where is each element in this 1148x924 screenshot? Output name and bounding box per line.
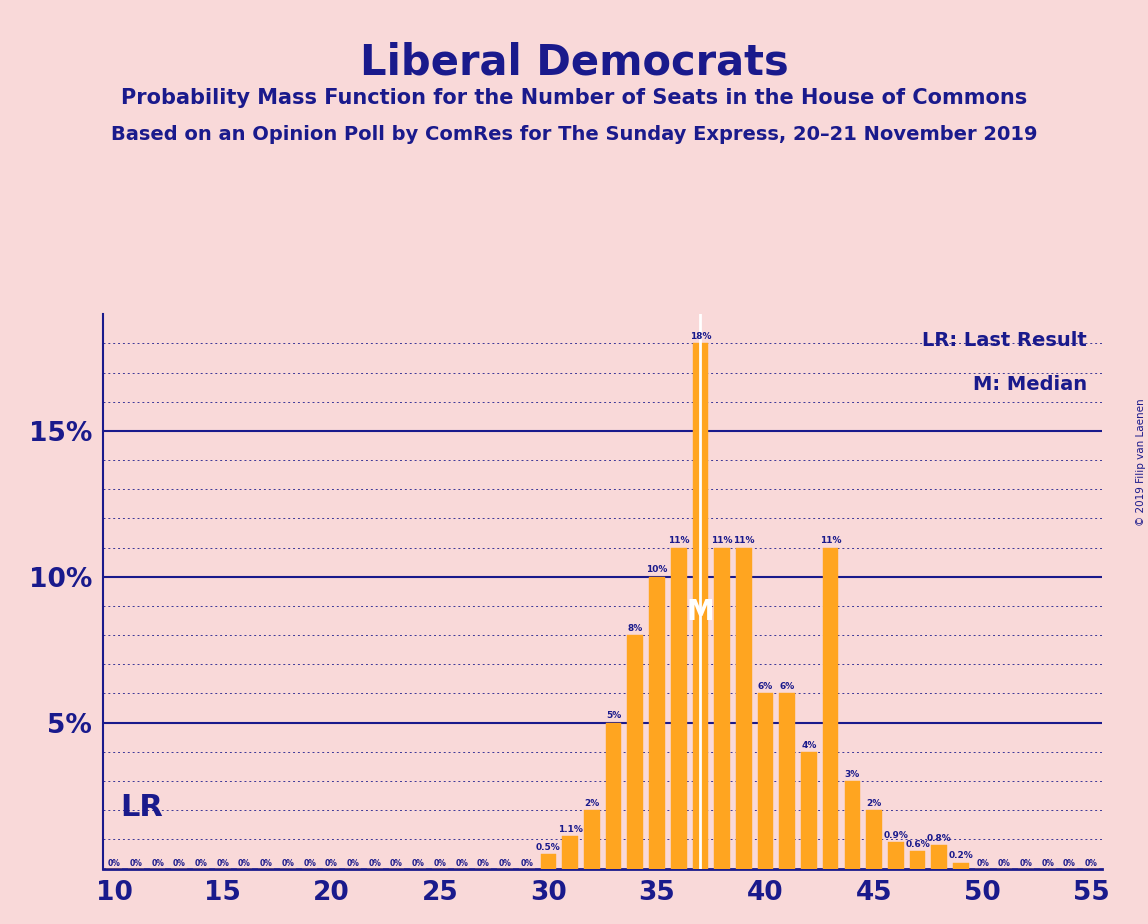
Text: 2%: 2%	[867, 799, 882, 808]
Text: 3%: 3%	[845, 770, 860, 779]
Text: 0%: 0%	[152, 858, 164, 868]
Bar	[889, 843, 903, 869]
Text: Probability Mass Function for the Number of Seats in the House of Commons: Probability Mass Function for the Number…	[121, 88, 1027, 108]
Text: 0%: 0%	[390, 858, 403, 868]
Text: 0%: 0%	[412, 858, 425, 868]
Text: LR: LR	[121, 793, 163, 821]
Bar	[584, 810, 599, 869]
Text: 0%: 0%	[369, 858, 381, 868]
Text: 0%: 0%	[434, 858, 447, 868]
Text: 0%: 0%	[498, 858, 511, 868]
Text: 0.8%: 0.8%	[926, 833, 952, 843]
Text: M: M	[687, 598, 714, 626]
Bar	[953, 863, 969, 869]
Text: LR: Last Result: LR: Last Result	[922, 331, 1087, 350]
Text: 0.6%: 0.6%	[905, 840, 930, 849]
Text: 4%: 4%	[801, 740, 816, 749]
Bar	[779, 694, 796, 869]
Text: 0%: 0%	[238, 858, 251, 868]
Bar	[736, 548, 752, 869]
Text: 8%: 8%	[628, 624, 643, 633]
Bar	[692, 344, 708, 869]
Text: 0.2%: 0.2%	[948, 851, 974, 860]
Bar	[541, 854, 557, 869]
Text: 0%: 0%	[130, 858, 142, 868]
Bar	[563, 836, 577, 869]
Bar	[823, 548, 838, 869]
Bar	[670, 548, 687, 869]
Text: 0%: 0%	[1085, 858, 1097, 868]
Text: 0.9%: 0.9%	[883, 831, 908, 840]
Text: 10%: 10%	[646, 565, 668, 575]
Text: 0%: 0%	[1063, 858, 1076, 868]
Bar	[606, 723, 621, 869]
Text: 0%: 0%	[216, 858, 230, 868]
Text: 0%: 0%	[108, 858, 121, 868]
Bar	[628, 635, 643, 869]
Text: 0%: 0%	[520, 858, 533, 868]
Bar	[801, 752, 816, 869]
Bar	[909, 851, 925, 869]
Bar	[867, 810, 882, 869]
Text: 0%: 0%	[347, 858, 359, 868]
Text: 0%: 0%	[455, 858, 468, 868]
Text: 11%: 11%	[734, 536, 754, 545]
Text: 18%: 18%	[690, 332, 711, 341]
Bar	[845, 781, 860, 869]
Text: 0%: 0%	[195, 858, 208, 868]
Text: 0%: 0%	[325, 858, 338, 868]
Text: © 2019 Filip van Laenen: © 2019 Filip van Laenen	[1135, 398, 1146, 526]
Bar	[649, 577, 665, 869]
Text: 6%: 6%	[758, 682, 773, 691]
Bar	[758, 694, 774, 869]
Text: 11%: 11%	[712, 536, 732, 545]
Text: M: Median: M: Median	[974, 375, 1087, 395]
Bar	[714, 548, 730, 869]
Text: 0%: 0%	[976, 858, 990, 868]
Text: 0%: 0%	[1019, 858, 1032, 868]
Text: 11%: 11%	[668, 536, 690, 545]
Text: 6%: 6%	[779, 682, 794, 691]
Text: 0%: 0%	[303, 858, 316, 868]
Text: 11%: 11%	[820, 536, 841, 545]
Text: 5%: 5%	[606, 711, 621, 721]
Text: 1.1%: 1.1%	[558, 825, 582, 834]
Bar	[931, 845, 947, 869]
Text: 2%: 2%	[584, 799, 599, 808]
Text: 0%: 0%	[259, 858, 272, 868]
Text: 0%: 0%	[1041, 858, 1054, 868]
Text: Based on an Opinion Poll by ComRes for The Sunday Express, 20–21 November 2019: Based on an Opinion Poll by ComRes for T…	[110, 125, 1038, 144]
Text: 0%: 0%	[476, 858, 490, 868]
Text: 0%: 0%	[173, 858, 186, 868]
Text: 0%: 0%	[281, 858, 294, 868]
Text: 0.5%: 0.5%	[536, 843, 560, 852]
Text: Liberal Democrats: Liberal Democrats	[359, 42, 789, 83]
Text: 0%: 0%	[998, 858, 1010, 868]
